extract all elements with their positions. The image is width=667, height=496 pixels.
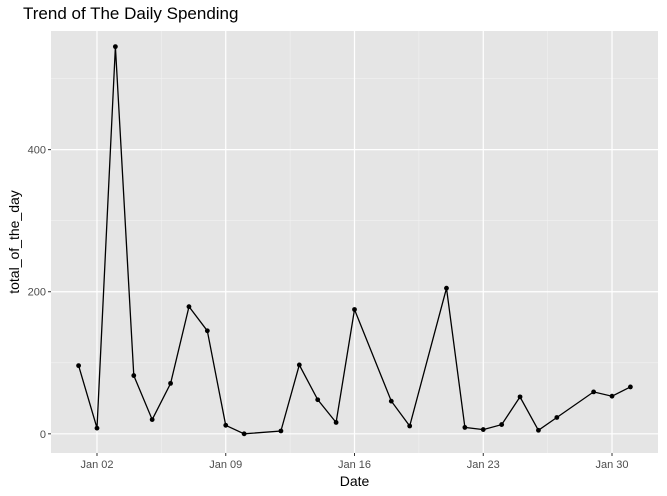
data-point [131,373,137,378]
data-point [315,397,321,403]
data-point [352,307,357,312]
x-tick-label: Jan 30 [595,459,628,471]
x-tick-label: Jan 09 [209,459,242,471]
series-points-group [76,44,633,437]
data-point [536,427,541,433]
data-point [149,417,155,423]
data-point [462,425,468,430]
data-point [609,393,615,399]
data-point [186,304,192,310]
y-axis-title: total_of_the_day [6,190,22,294]
x-axis-title: Date [340,473,370,489]
data-point [278,428,284,434]
data-point [554,415,560,420]
data-point [444,285,449,291]
data-point [112,44,118,50]
x-tick-label: Jan 16 [338,459,371,471]
x-tick-label: Jan 02 [80,459,113,471]
y-tick-label: 0 [40,429,46,441]
data-point [628,384,633,390]
major-gridlines [51,31,658,453]
data-point [223,422,229,428]
data-point [517,394,523,400]
data-point [333,420,339,425]
data-point [168,380,173,386]
data-point [94,425,100,431]
data-point [591,389,597,395]
chart-title: Trend of The Daily Spending [23,4,239,23]
data-point [480,427,486,432]
data-point [204,328,210,334]
axis-ticks [48,149,613,456]
data-point [76,363,81,369]
data-point [296,362,302,368]
data-point [499,422,505,427]
data-point [241,431,247,437]
x-tick-label: Jan 23 [467,459,500,471]
data-point [388,398,394,404]
tick-labels: Jan 02 Jan 09 Jan 16 Jan 23 Jan 30 0 200 400 [28,145,629,471]
y-tick-label: 400 [28,145,46,157]
data-point [407,423,413,429]
y-tick-label: 200 [28,287,46,299]
